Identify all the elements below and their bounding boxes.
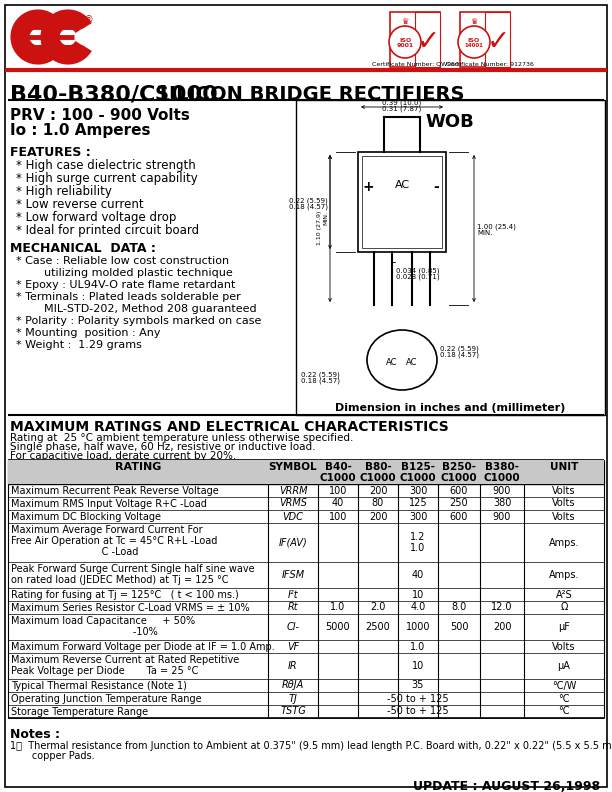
Text: Amps.: Amps. xyxy=(549,538,579,547)
Text: VRRM: VRRM xyxy=(278,485,307,496)
Text: 8.0: 8.0 xyxy=(452,603,466,612)
Text: °C/W: °C/W xyxy=(552,680,576,691)
Text: 12.0: 12.0 xyxy=(491,603,513,612)
Text: µA: µA xyxy=(558,661,570,671)
Text: * Low forward voltage drop: * Low forward voltage drop xyxy=(16,211,176,224)
Text: RθJA: RθJA xyxy=(282,680,304,691)
Text: MAXIMUM RATINGS AND ELECTRICAL CHARACTERISTICS: MAXIMUM RATINGS AND ELECTRICAL CHARACTER… xyxy=(10,420,449,434)
Text: * High surge current capability: * High surge current capability xyxy=(16,172,198,185)
Text: TSTG: TSTG xyxy=(280,706,306,717)
Text: * Low reverse current: * Low reverse current xyxy=(16,198,144,211)
Text: Volts: Volts xyxy=(552,485,576,496)
Text: 9001: 9001 xyxy=(397,43,414,48)
Text: 500: 500 xyxy=(450,622,468,632)
Text: UNIT: UNIT xyxy=(550,462,578,472)
Text: SYMBOL: SYMBOL xyxy=(269,462,317,472)
Text: Amps.: Amps. xyxy=(549,570,579,580)
Text: B80-
C1000: B80- C1000 xyxy=(360,462,397,483)
Text: Operating Junction Temperature Range: Operating Junction Temperature Range xyxy=(11,694,201,704)
Text: Volts: Volts xyxy=(552,498,576,508)
Text: 40: 40 xyxy=(412,570,424,580)
Text: -: - xyxy=(433,180,439,194)
Text: Maximum DC Blocking Voltage: Maximum DC Blocking Voltage xyxy=(11,512,161,522)
Text: 0.22 (5.59): 0.22 (5.59) xyxy=(301,372,340,379)
Text: 250: 250 xyxy=(450,498,468,508)
Text: A²S: A²S xyxy=(556,589,572,600)
Text: Notes :: Notes : xyxy=(10,728,60,741)
Text: 1.00 (25.4): 1.00 (25.4) xyxy=(477,224,516,230)
Text: * Mounting  position : Any: * Mounting position : Any xyxy=(16,328,160,338)
Text: +: + xyxy=(362,180,374,194)
Text: °C: °C xyxy=(558,694,570,703)
Text: 0.028 (0.71): 0.028 (0.71) xyxy=(396,273,439,280)
Text: Maximum Series Resistor C-Load VRMS = ± 10%: Maximum Series Resistor C-Load VRMS = ± … xyxy=(11,603,250,613)
Bar xyxy=(485,12,510,67)
Text: Maximum Forward Voltage per Diode at IF = 1.0 Amp.: Maximum Forward Voltage per Diode at IF … xyxy=(11,642,275,652)
Text: 40: 40 xyxy=(332,498,344,508)
Text: Certificate Number: QW950: Certificate Number: QW950 xyxy=(371,62,458,67)
Text: * Epoxy : UL94V-O rate flame retardant: * Epoxy : UL94V-O rate flame retardant xyxy=(16,280,236,290)
Bar xyxy=(415,12,440,67)
Text: 2500: 2500 xyxy=(365,622,390,632)
Bar xyxy=(358,152,446,252)
Text: FEATURES :: FEATURES : xyxy=(10,146,91,159)
Text: Rt: Rt xyxy=(288,603,298,612)
Text: 0.22 (5.59): 0.22 (5.59) xyxy=(440,345,479,352)
Text: AC: AC xyxy=(395,180,409,190)
Text: * Case : Reliable low cost construction: * Case : Reliable low cost construction xyxy=(16,256,229,266)
Bar xyxy=(362,156,442,248)
Text: 0.034 (0.85): 0.034 (0.85) xyxy=(396,267,439,273)
Text: AC: AC xyxy=(386,358,398,367)
Text: 300: 300 xyxy=(409,512,427,521)
Text: Maximum Reverse Current at Rated Repetitive
Peak Voltage per Diode       Ta = 25: Maximum Reverse Current at Rated Repetit… xyxy=(11,655,239,676)
Text: 900: 900 xyxy=(493,485,511,496)
Text: ✓: ✓ xyxy=(487,28,510,56)
Text: Rating for fusing at Tj = 125°C   ( t < 100 ms.): Rating for fusing at Tj = 125°C ( t < 10… xyxy=(11,590,239,600)
Text: * Terminals : Plated leads solderable per: * Terminals : Plated leads solderable pe… xyxy=(16,292,241,302)
Text: 1.0: 1.0 xyxy=(411,642,425,652)
Text: B380-
C1000: B380- C1000 xyxy=(483,462,520,483)
Text: -50 to + 125: -50 to + 125 xyxy=(387,706,449,717)
Text: µF: µF xyxy=(558,622,570,632)
Text: SILICON BRIDGE RECTIFIERS: SILICON BRIDGE RECTIFIERS xyxy=(155,85,465,104)
Text: 1.10 (27.9)
MIN.: 1.10 (27.9) MIN. xyxy=(317,211,328,246)
Circle shape xyxy=(389,26,421,58)
Text: 0.31 (7.87): 0.31 (7.87) xyxy=(382,106,422,112)
Text: PRV : 100 - 900 Volts: PRV : 100 - 900 Volts xyxy=(10,108,190,123)
Text: 1.0: 1.0 xyxy=(330,603,346,612)
Text: Maximum load Capacitance     + 50%
                                       -10%: Maximum load Capacitance + 50% -10% xyxy=(11,616,195,638)
Text: 10: 10 xyxy=(412,589,424,600)
Text: 14001: 14001 xyxy=(465,43,483,48)
Text: * Ideal for printed circuit board: * Ideal for printed circuit board xyxy=(16,224,199,237)
Text: IR: IR xyxy=(288,661,298,671)
Text: MIL-STD-202, Method 208 guaranteed: MIL-STD-202, Method 208 guaranteed xyxy=(16,304,256,314)
Text: WOB: WOB xyxy=(425,113,474,131)
Text: Volts: Volts xyxy=(552,642,576,652)
Text: 0.18 (4.57): 0.18 (4.57) xyxy=(301,378,340,384)
Text: Cl-: Cl- xyxy=(286,622,299,632)
Text: 5000: 5000 xyxy=(326,622,350,632)
Text: ®: ® xyxy=(84,15,94,25)
Text: 1.2
1.0: 1.2 1.0 xyxy=(410,532,426,553)
Text: * Polarity : Polarity symbols marked on case: * Polarity : Polarity symbols marked on … xyxy=(16,316,261,326)
Text: Io : 1.0 Amperes: Io : 1.0 Amperes xyxy=(10,123,151,138)
Text: copper Pads.: copper Pads. xyxy=(10,751,95,761)
Text: Maximum Average Forward Current For
Free Air Operation at Tc = 45°C R+L -Load
  : Maximum Average Forward Current For Free… xyxy=(11,525,217,558)
Text: * Weight :  1.29 grams: * Weight : 1.29 grams xyxy=(16,340,142,350)
Text: For capacitive load, derate current by 20%.: For capacitive load, derate current by 2… xyxy=(10,451,236,461)
Text: 200: 200 xyxy=(493,622,511,632)
Text: -50 to + 125: -50 to + 125 xyxy=(387,694,449,703)
Text: VF: VF xyxy=(287,642,299,652)
Text: 80: 80 xyxy=(372,498,384,508)
Text: 380: 380 xyxy=(493,498,511,508)
Text: VRMS: VRMS xyxy=(279,498,307,508)
Text: B40-B380/C1000: B40-B380/C1000 xyxy=(10,85,218,105)
Text: MECHANICAL  DATA :: MECHANICAL DATA : xyxy=(10,242,156,255)
Text: Maximum RMS Input Voltage R+C -Load: Maximum RMS Input Voltage R+C -Load xyxy=(11,499,207,509)
Text: I²t: I²t xyxy=(288,589,298,600)
Text: 300: 300 xyxy=(409,485,427,496)
Text: 0.18 (4.57): 0.18 (4.57) xyxy=(289,203,328,210)
Text: Typical Thermal Resistance (Note 1): Typical Thermal Resistance (Note 1) xyxy=(11,681,187,691)
Text: ♛: ♛ xyxy=(470,17,478,26)
Text: ISO: ISO xyxy=(468,38,480,43)
